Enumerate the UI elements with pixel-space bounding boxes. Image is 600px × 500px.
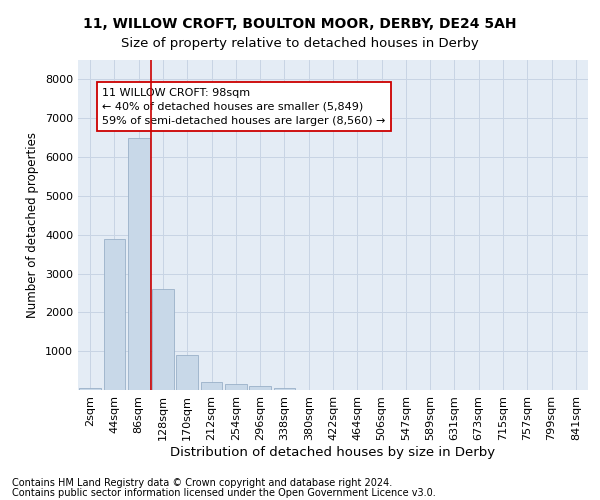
Text: Size of property relative to detached houses in Derby: Size of property relative to detached ho… [121,38,479,51]
Text: 11, WILLOW CROFT, BOULTON MOOR, DERBY, DE24 5AH: 11, WILLOW CROFT, BOULTON MOOR, DERBY, D… [83,18,517,32]
Bar [249,386,271,390]
Text: Contains HM Land Registry data © Crown copyright and database right 2024.: Contains HM Land Registry data © Crown c… [12,478,392,488]
Bar [176,355,198,390]
Bar [225,384,247,390]
X-axis label: Distribution of detached houses by size in Derby: Distribution of detached houses by size … [170,446,496,458]
Text: Contains public sector information licensed under the Open Government Licence v3: Contains public sector information licen… [12,488,436,498]
Bar [79,388,101,390]
Bar [128,138,149,390]
Bar [152,289,174,390]
Bar [274,388,295,390]
Y-axis label: Number of detached properties: Number of detached properties [26,132,40,318]
Text: 11 WILLOW CROFT: 98sqm
← 40% of detached houses are smaller (5,849)
59% of semi-: 11 WILLOW CROFT: 98sqm ← 40% of detached… [102,88,386,126]
Bar [200,382,223,390]
Bar [104,238,125,390]
